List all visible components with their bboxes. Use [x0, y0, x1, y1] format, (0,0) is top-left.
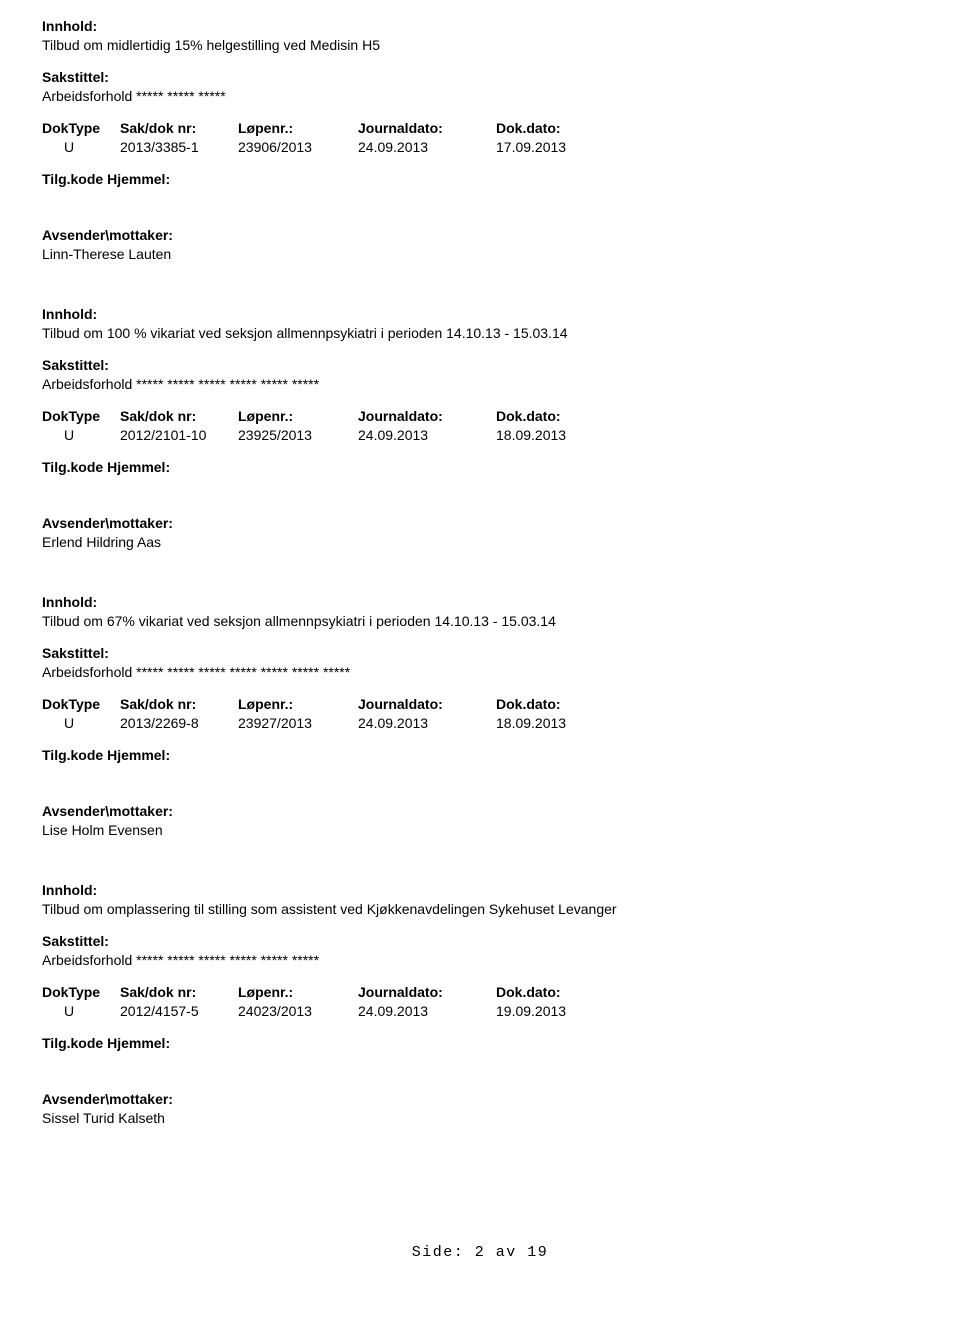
columns-row: U 2012/4157-5 24023/2013 24.09.2013 19.0…	[42, 1003, 918, 1019]
journaldato-value: 24.09.2013	[358, 715, 496, 731]
columns-header: DokType Sak/dok nr: Løpenr.: Journaldato…	[42, 984, 918, 1000]
avsender-name: Sissel Turid Kalseth	[42, 1110, 918, 1126]
avsender-label: Avsender\mottaker:	[42, 1091, 918, 1107]
avsender-name: Lise Holm Evensen	[42, 822, 918, 838]
sakstittel-text: Arbeidsforhold ***** ***** ***** ***** *…	[42, 952, 918, 968]
sakstittel-text: Arbeidsforhold ***** ***** ***** ***** *…	[42, 376, 918, 392]
dokdato-value: 18.09.2013	[496, 427, 616, 443]
saknr-value: 2013/3385-1	[120, 139, 238, 155]
sakstittel-label: Sakstittel:	[42, 69, 918, 85]
dokdato-value: 19.09.2013	[496, 1003, 616, 1019]
innhold-label: Innhold:	[42, 594, 918, 610]
avsender-label: Avsender\mottaker:	[42, 803, 918, 819]
doktype-header: DokType	[42, 696, 120, 712]
innhold-text: Tilbud om 100 % vikariat ved seksjon all…	[42, 325, 918, 341]
lopenr-value: 23925/2013	[238, 427, 358, 443]
sakstittel-label: Sakstittel:	[42, 645, 918, 661]
saknr-header: Sak/dok nr:	[120, 120, 238, 136]
lopenr-header: Løpenr.:	[238, 696, 358, 712]
doktype-header: DokType	[42, 984, 120, 1000]
dokdato-header: Dok.dato:	[496, 120, 616, 136]
record: Innhold: Tilbud om 100 % vikariat ved se…	[42, 306, 918, 550]
doktype-header: DokType	[42, 120, 120, 136]
dokdato-value: 18.09.2013	[496, 715, 616, 731]
record: Innhold: Tilbud om 67% vikariat ved seks…	[42, 594, 918, 838]
avsender-label: Avsender\mottaker:	[42, 515, 918, 531]
dokdato-value: 17.09.2013	[496, 139, 616, 155]
avsender-label: Avsender\mottaker:	[42, 227, 918, 243]
avsender-name: Linn-Therese Lauten	[42, 246, 918, 262]
tilgkode-label: Tilg.kode Hjemmel:	[42, 747, 918, 763]
lopenr-value: 23906/2013	[238, 139, 358, 155]
innhold-text: Tilbud om midlertidig 15% helgestilling …	[42, 37, 918, 53]
lopenr-header: Løpenr.:	[238, 120, 358, 136]
innhold-label: Innhold:	[42, 882, 918, 898]
avsender-name: Erlend Hildring Aas	[42, 534, 918, 550]
doktype-value: U	[42, 1003, 120, 1019]
sakstittel-text: Arbeidsforhold ***** ***** *****	[42, 88, 918, 104]
columns-header: DokType Sak/dok nr: Løpenr.: Journaldato…	[42, 696, 918, 712]
innhold-label: Innhold:	[42, 306, 918, 322]
journaldato-value: 24.09.2013	[358, 1003, 496, 1019]
sakstittel-label: Sakstittel:	[42, 933, 918, 949]
dokdato-header: Dok.dato:	[496, 408, 616, 424]
tilgkode-label: Tilg.kode Hjemmel:	[42, 171, 918, 187]
saknr-value: 2012/2101-10	[120, 427, 238, 443]
sakstittel-label: Sakstittel:	[42, 357, 918, 373]
dokdato-header: Dok.dato:	[496, 984, 616, 1000]
innhold-text: Tilbud om omplassering til stilling som …	[42, 901, 918, 917]
journaldato-header: Journaldato:	[358, 984, 496, 1000]
innhold-label: Innhold:	[42, 18, 918, 34]
saknr-value: 2012/4157-5	[120, 1003, 238, 1019]
sakstittel-text: Arbeidsforhold ***** ***** ***** ***** *…	[42, 664, 918, 680]
lopenr-value: 23927/2013	[238, 715, 358, 731]
lopenr-value: 24023/2013	[238, 1003, 358, 1019]
tilgkode-label: Tilg.kode Hjemmel:	[42, 1035, 918, 1051]
saknr-header: Sak/dok nr:	[120, 696, 238, 712]
journaldato-header: Journaldato:	[358, 408, 496, 424]
columns-header: DokType Sak/dok nr: Løpenr.: Journaldato…	[42, 120, 918, 136]
journaldato-header: Journaldato:	[358, 120, 496, 136]
innhold-text: Tilbud om 67% vikariat ved seksjon allme…	[42, 613, 918, 629]
saknr-value: 2013/2269-8	[120, 715, 238, 731]
tilgkode-label: Tilg.kode Hjemmel:	[42, 459, 918, 475]
record: Innhold: Tilbud om omplassering til stil…	[42, 882, 918, 1126]
columns-row: U 2013/3385-1 23906/2013 24.09.2013 17.0…	[42, 139, 918, 155]
lopenr-header: Løpenr.:	[238, 984, 358, 1000]
doktype-header: DokType	[42, 408, 120, 424]
doktype-value: U	[42, 715, 120, 731]
record: Innhold: Tilbud om midlertidig 15% helge…	[42, 18, 918, 262]
columns-row: U 2013/2269-8 23927/2013 24.09.2013 18.0…	[42, 715, 918, 731]
lopenr-header: Løpenr.:	[238, 408, 358, 424]
saknr-header: Sak/dok nr:	[120, 408, 238, 424]
page-footer: Side: 2 av 19	[42, 1244, 918, 1261]
doktype-value: U	[42, 427, 120, 443]
journaldato-value: 24.09.2013	[358, 427, 496, 443]
doktype-value: U	[42, 139, 120, 155]
saknr-header: Sak/dok nr:	[120, 984, 238, 1000]
columns-header: DokType Sak/dok nr: Løpenr.: Journaldato…	[42, 408, 918, 424]
dokdato-header: Dok.dato:	[496, 696, 616, 712]
journaldato-header: Journaldato:	[358, 696, 496, 712]
journaldato-value: 24.09.2013	[358, 139, 496, 155]
columns-row: U 2012/2101-10 23925/2013 24.09.2013 18.…	[42, 427, 918, 443]
